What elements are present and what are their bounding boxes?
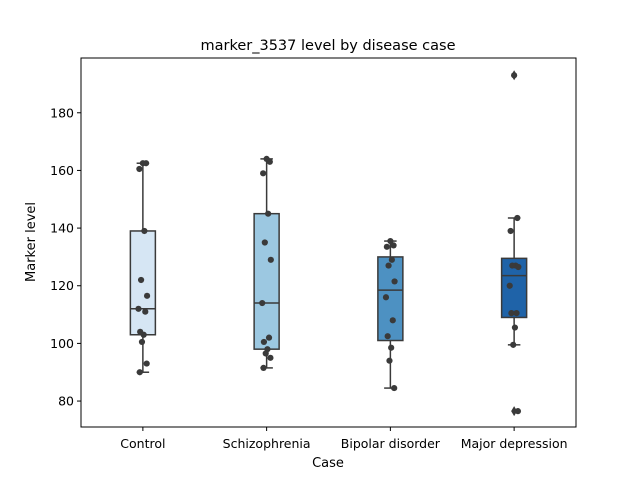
- data-point: [260, 338, 268, 346]
- data-point: [514, 408, 522, 415]
- outlier-marker: [511, 406, 518, 417]
- x-tick-label: Bipolar disorder: [341, 436, 441, 451]
- axes-frame: [80, 57, 577, 428]
- data-point: [135, 305, 142, 312]
- data-point: [511, 72, 518, 79]
- data-point: [136, 165, 143, 173]
- data-point: [259, 299, 266, 307]
- data-point: [510, 341, 517, 348]
- data-point: [260, 364, 267, 372]
- data-point: [515, 263, 522, 271]
- data-point: [142, 160, 150, 167]
- box-iqr: [129, 230, 157, 336]
- data-point: [391, 278, 398, 285]
- x-tick-label: Major depression: [461, 436, 568, 451]
- data-point: [136, 369, 143, 376]
- x-axis-label: Case: [312, 456, 344, 471]
- data-point: [265, 210, 272, 217]
- data-point: [142, 308, 149, 315]
- data-point: [382, 294, 390, 301]
- plot-area: 80 100 120 140 160 180 Control Schizophrenia Bip…: [50, 70, 568, 451]
- data-point: [265, 334, 273, 341]
- data-point: [509, 262, 516, 269]
- box-iqr: [377, 256, 404, 342]
- data-point: [385, 262, 392, 269]
- data-point: [511, 324, 519, 331]
- data-point: [389, 317, 396, 324]
- data-point: [260, 170, 267, 177]
- y-axis-label: Marker level: [24, 202, 39, 282]
- data-point: [383, 243, 390, 250]
- y-tick-label: 180: [50, 105, 74, 120]
- data-point: [514, 214, 521, 222]
- data-point: [386, 357, 393, 364]
- data-point: [262, 350, 269, 357]
- data-point: [513, 310, 520, 317]
- data-point: [507, 227, 514, 235]
- data-point: [508, 310, 515, 317]
- y-tick-label: 120: [50, 278, 74, 293]
- data-point: [261, 239, 268, 246]
- y-tick-label: 80: [58, 394, 74, 409]
- data-point: [390, 242, 397, 249]
- data-point: [143, 360, 150, 367]
- data-point: [267, 354, 274, 361]
- y-tick-label: 160: [50, 163, 74, 178]
- x-tick-label: Schizophrenia: [223, 436, 311, 451]
- chart-title: marker_3537 level by disease case: [201, 38, 456, 54]
- box-iqr: [253, 212, 280, 350]
- x-tick-label: Control: [120, 436, 165, 451]
- data-point: [506, 282, 513, 289]
- y-tick-label: 100: [50, 336, 74, 351]
- data-point: [384, 333, 391, 340]
- y-tick-label: 140: [50, 221, 74, 236]
- data-point: [137, 276, 145, 284]
- data-point: [266, 158, 273, 165]
- data-point: [141, 227, 148, 235]
- data-point: [138, 338, 146, 346]
- data-point: [267, 256, 274, 263]
- data-point: [388, 344, 395, 351]
- data-point: [388, 256, 395, 263]
- data-point: [387, 237, 394, 245]
- data-point: [143, 292, 151, 299]
- data-point: [391, 384, 398, 392]
- data-point: [140, 331, 147, 338]
